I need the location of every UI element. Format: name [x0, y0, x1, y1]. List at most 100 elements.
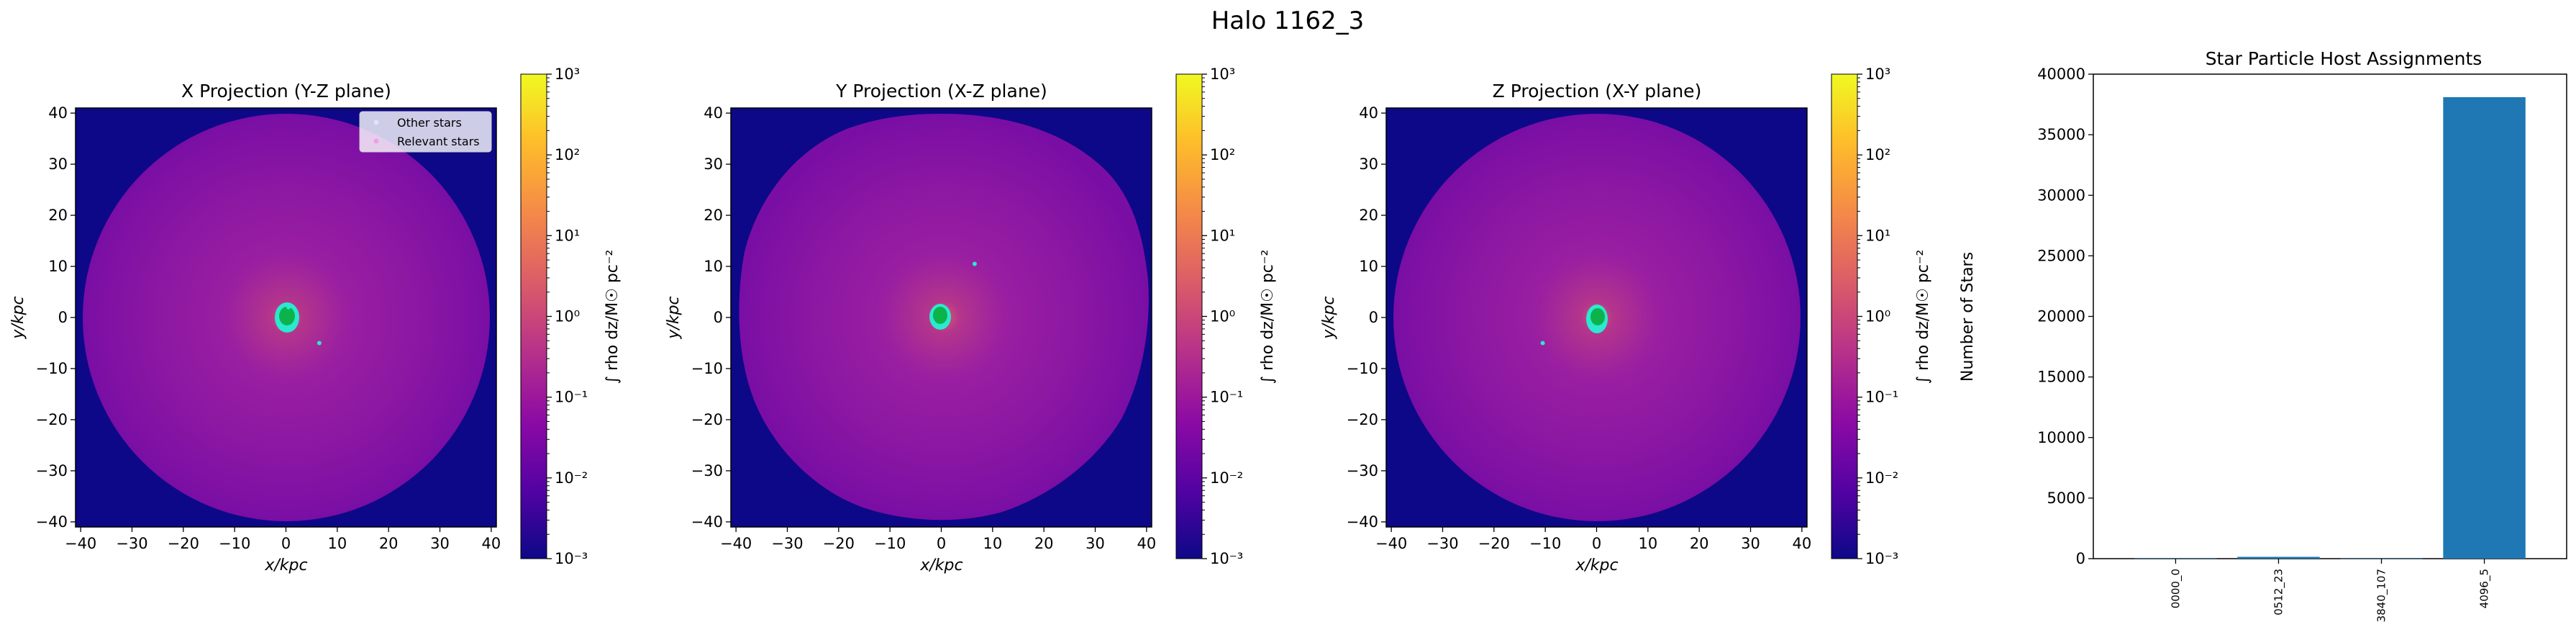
- bar-y-axis-ticks: 0 5000 10000 15000 20000 25000 30000 35000 40000: [2037, 66, 2093, 567]
- colorbar-tick-label: 10¹: [1210, 227, 1235, 244]
- x-tick-label: 20: [379, 535, 399, 552]
- colorbar: 10⁻³ 10⁻² 10⁻¹ 10⁰ 10¹ 10² 10³ ∫ rho dz/M☉ pc⁻…: [1175, 66, 1277, 567]
- y-tick-label: −40: [691, 513, 723, 531]
- x-tick-label: 20: [1034, 535, 1054, 552]
- y-tick-label: 10: [1359, 258, 1378, 275]
- bar-chart-title: Star Particle Host Assignments: [2206, 48, 2482, 69]
- bar-category-label: 0000_0: [2169, 569, 2183, 608]
- other-stars-points: [1540, 341, 1545, 346]
- x-tick-label: 40: [481, 535, 501, 552]
- y-axis-ticks: −40 −30 −20 −10 0 10 20 30 40: [691, 104, 731, 531]
- other-star-point: [286, 305, 291, 310]
- x-tick-label: −30: [1426, 535, 1458, 552]
- colorbar: 10⁻³ 10⁻² 10⁻¹ 10⁰ 10¹ 10² 10³ ∫ rho dz/M☉ pc⁻…: [1831, 66, 1932, 567]
- y-tick-label: −20: [691, 411, 723, 428]
- x-axis-ticks: −40 −30 −20 −10 0 10 20 30 40: [65, 527, 501, 552]
- colorbar-ticks: 10⁻³ 10⁻² 10⁻¹ 10⁰ 10¹ 10² 10³: [1202, 66, 1243, 567]
- colorbar-tick-label: 10⁻¹: [1865, 389, 1898, 406]
- colorbar-label: ∫ rho dz/M☉ pc⁻²: [1914, 250, 1932, 384]
- legend-entry-other: Other stars: [397, 116, 462, 130]
- x-tick-label: 0: [1592, 535, 1601, 552]
- figure-title: Halo 1162_3: [1211, 6, 1365, 35]
- x-axis-label: x/kpc: [264, 556, 307, 574]
- y-tick-label: 0: [714, 309, 723, 326]
- other-star-point: [972, 261, 977, 266]
- panel-title: Z Projection (X-Y plane): [1493, 81, 1702, 102]
- projection-panel-y: Y Projection (X-Z plane) −40 −30 −20 −10 0 10…: [665, 66, 1277, 574]
- relevant-stars-cluster: [1586, 305, 1608, 333]
- legend: Other stars Relevant stars: [359, 111, 492, 153]
- y-tick-label: −10: [1347, 360, 1378, 377]
- x-tick-label: 10: [983, 535, 1002, 552]
- colorbar-ticks: 10⁻³ 10⁻² 10⁻¹ 10⁰ 10¹ 10² 10³: [1857, 66, 1898, 567]
- x-tick-label: 10: [327, 535, 347, 552]
- colorbar-tick-label: 10²: [1865, 146, 1890, 163]
- colorbar: 10⁻³ 10⁻² 10⁻¹ 10⁰ 10¹ 10² 10³ ∫ rho dz/M☉ pc⁻…: [520, 66, 622, 567]
- colorbar-tick-label: 10¹: [555, 227, 580, 244]
- x-tick-label: −10: [1529, 535, 1561, 552]
- colorbar-tick-label: 10⁻¹: [1210, 389, 1243, 406]
- y-axis-ticks: −40 −30 −20 −10 0 10 20 30 40: [1347, 104, 1386, 531]
- bar-y-tick-label: 10000: [2037, 429, 2085, 446]
- colorbar-tick-label: 10⁻¹: [555, 389, 588, 406]
- other-stars-points: [286, 305, 322, 346]
- y-tick-label: 0: [1369, 309, 1378, 326]
- bar-y-tick-label: 35000: [2037, 126, 2085, 143]
- y-axis-label: y/kpc: [9, 296, 27, 339]
- relevant-stars-cluster: [275, 302, 299, 333]
- legend-marker-other: [373, 120, 379, 125]
- bar-y-tick-label: 20000: [2037, 308, 2085, 325]
- bar-4096_5: [2443, 96, 2526, 559]
- colorbar-ticks: 10⁻³ 10⁻² 10⁻¹ 10⁰ 10¹ 10² 10³: [547, 66, 588, 567]
- colorbar-tick-label: 10⁻³: [1865, 550, 1898, 567]
- x-tick-label: 30: [1086, 535, 1105, 552]
- panel-title: X Projection (Y-Z plane): [181, 81, 391, 102]
- x-tick-label: −10: [874, 535, 906, 552]
- x-tick-label: 40: [1792, 535, 1811, 552]
- bar-category-label: 3840_107: [2375, 569, 2389, 622]
- legend-entry-relevant: Relevant stars: [397, 135, 480, 148]
- y-tick-label: −30: [36, 462, 68, 479]
- x-axis-label: x/kpc: [1575, 556, 1618, 574]
- x-tick-label: −20: [823, 535, 855, 552]
- y-axis-ticks: −40 −30 −20 −10 0 10 20 30 40: [36, 104, 76, 531]
- y-tick-label: 40: [48, 104, 68, 122]
- bar-category-label: 4096_5: [2478, 569, 2492, 608]
- x-tick-label: −20: [1478, 535, 1510, 552]
- colorbar-tick-label: 10³: [1210, 66, 1235, 83]
- bar-y-axis-label: Number of Stars: [1959, 252, 1977, 382]
- y-tick-label: 30: [704, 156, 723, 173]
- y-tick-label: 20: [48, 207, 68, 224]
- bar-y-tick-label: 25000: [2037, 247, 2085, 264]
- x-tick-label: −30: [771, 535, 803, 552]
- bars: [2134, 96, 2526, 559]
- y-tick-label: 20: [704, 207, 723, 224]
- bar-category-label: 0512_23: [2272, 569, 2285, 616]
- colorbar-tick-label: 10²: [1210, 146, 1235, 163]
- y-tick-label: −40: [36, 513, 68, 531]
- colorbar-tick-label: 10⁰: [555, 308, 580, 325]
- y-tick-label: −20: [1347, 411, 1378, 428]
- x-axis-label: x/kpc: [919, 556, 962, 574]
- y-tick-label: −40: [1347, 513, 1378, 531]
- x-tick-label: −30: [116, 535, 147, 552]
- other-star-point: [1540, 341, 1545, 346]
- colorbar-tick-label: 10⁻²: [555, 469, 588, 487]
- x-tick-label: −40: [65, 535, 96, 552]
- other-star-point: [317, 341, 322, 346]
- x-tick-label: −20: [168, 535, 199, 552]
- other-stars-points: [972, 261, 977, 266]
- colorbar-tick-label: 10⁻³: [1210, 550, 1243, 567]
- colorbar-tick-label: 10²: [555, 146, 580, 163]
- colorbar-scale: [1831, 73, 1858, 559]
- bar-0512_23: [2237, 556, 2320, 559]
- colorbar-tick-label: 10³: [555, 66, 580, 83]
- bar-y-tick-label: 0: [2076, 550, 2085, 567]
- colorbar-tick-label: 10⁻³: [555, 550, 588, 567]
- colorbar-tick-label: 10³: [1865, 66, 1890, 83]
- y-axis-label: y/kpc: [665, 296, 683, 339]
- y-tick-label: −30: [1347, 462, 1378, 479]
- y-tick-label: 10: [48, 258, 68, 275]
- colorbar-tick-label: 10⁻²: [1865, 469, 1898, 487]
- relevant-stars-cluster: [929, 304, 951, 330]
